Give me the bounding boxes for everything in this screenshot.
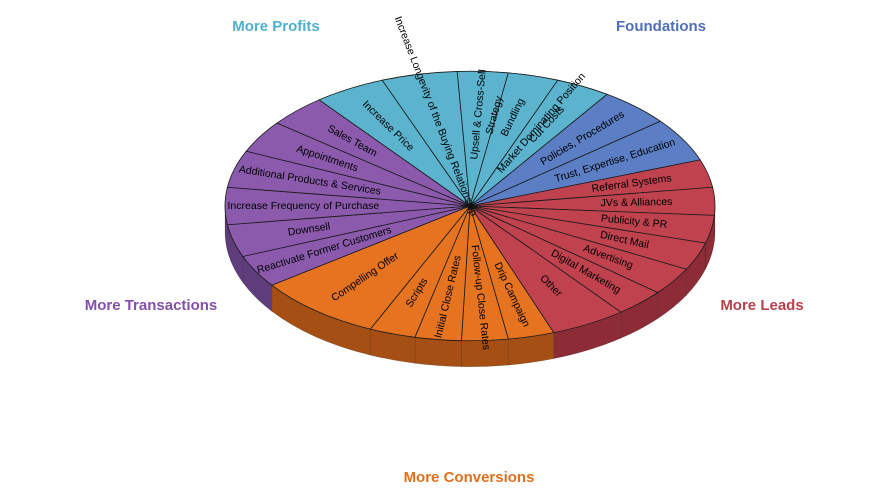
group-label-more-transactions: More Transactions (85, 297, 218, 314)
segment-label: Increase Frequency of Purchase (228, 200, 380, 212)
pie-top-layer (224, 70, 716, 342)
segment-label: JVs & Alliances (600, 196, 672, 209)
pie-slice (469, 79, 608, 207)
group-label-more-profits: More Profits (232, 18, 320, 35)
pie-side-layer (224, 205, 716, 368)
pie-slice (270, 205, 472, 330)
group-label-more-conversions: More Conversions (404, 469, 535, 486)
group-label-more-leads: More Leads (720, 297, 803, 314)
slice-side (414, 336, 462, 367)
group-label-foundations: Foundations (616, 18, 706, 35)
